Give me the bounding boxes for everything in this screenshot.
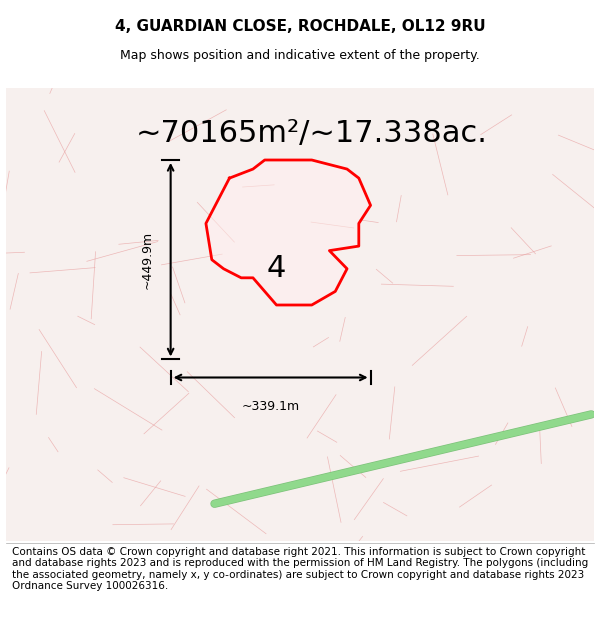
Text: ~70165m²/~17.338ac.: ~70165m²/~17.338ac. [136, 119, 487, 148]
FancyArrowPatch shape [215, 414, 591, 504]
Text: Map shows position and indicative extent of the property.: Map shows position and indicative extent… [120, 49, 480, 62]
Text: ~449.9m: ~449.9m [140, 231, 154, 289]
Polygon shape [206, 160, 371, 305]
Text: 4: 4 [267, 254, 286, 283]
Text: 4, GUARDIAN CLOSE, ROCHDALE, OL12 9RU: 4, GUARDIAN CLOSE, ROCHDALE, OL12 9RU [115, 19, 485, 34]
Text: Contains OS data © Crown copyright and database right 2021. This information is : Contains OS data © Crown copyright and d… [12, 547, 588, 591]
Text: ~339.1m: ~339.1m [242, 400, 299, 413]
FancyArrowPatch shape [215, 414, 591, 504]
